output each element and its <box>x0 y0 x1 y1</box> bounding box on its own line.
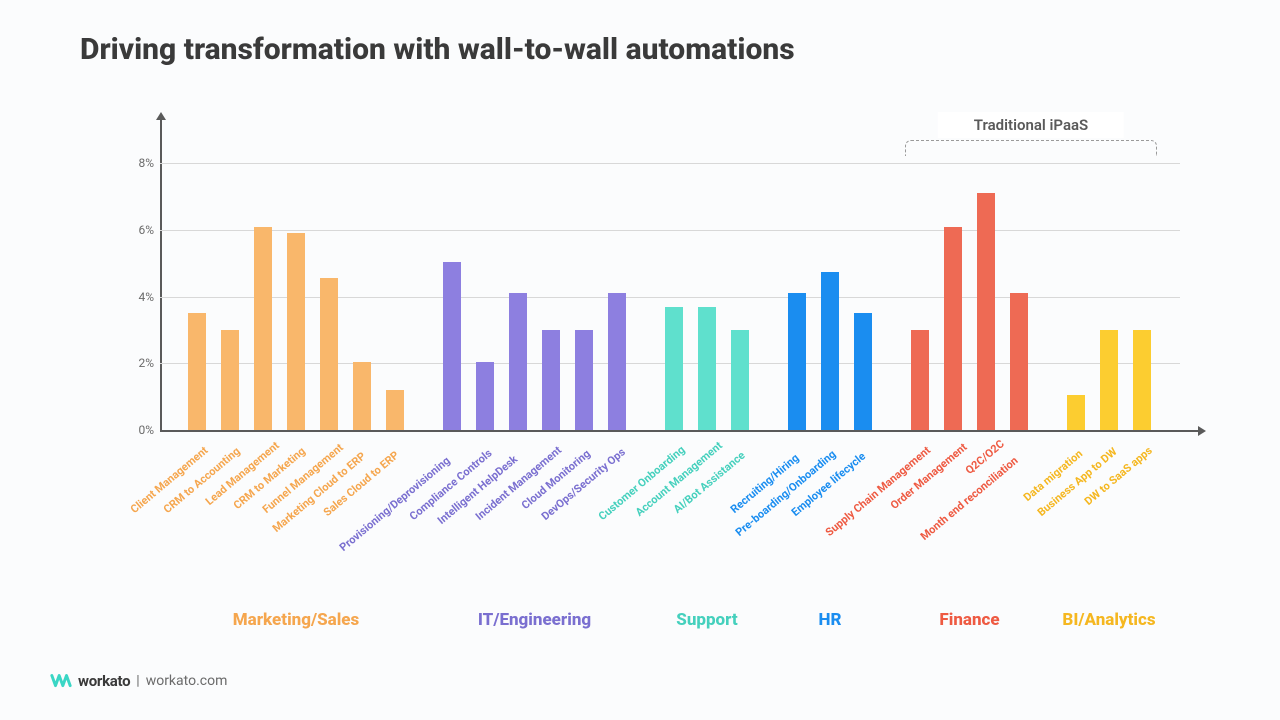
bar <box>254 227 272 430</box>
y-tick-label: 4% <box>120 290 154 304</box>
footer: workato | workato.com <box>50 672 227 690</box>
workato-logo-icon <box>50 672 72 690</box>
brand-name: workato <box>78 672 130 690</box>
bar <box>353 362 371 430</box>
y-tick-label: 6% <box>120 223 154 237</box>
bar <box>575 330 593 430</box>
bar <box>608 293 626 430</box>
bar <box>911 330 929 430</box>
bar <box>542 330 560 430</box>
footer-separator: | <box>136 673 139 689</box>
bar <box>665 307 683 430</box>
bar <box>287 233 305 430</box>
bar <box>854 313 872 430</box>
group-label: Finance <box>939 610 999 630</box>
bar <box>476 362 494 430</box>
group-label: Support <box>676 610 737 630</box>
bracket <box>905 140 1157 156</box>
bar <box>1010 293 1028 430</box>
bar <box>788 293 806 430</box>
group-label: IT/Engineering <box>478 610 591 630</box>
page-title: Driving transformation with wall-to-wall… <box>80 32 795 67</box>
bar <box>1133 330 1151 430</box>
x-axis <box>160 430 1200 432</box>
bar <box>698 307 716 430</box>
bar <box>977 193 995 430</box>
bar <box>1067 395 1085 430</box>
bar <box>731 330 749 430</box>
y-tick-label: 0% <box>120 423 154 437</box>
bar <box>188 313 206 430</box>
group-label: BI/Analytics <box>1062 610 1155 630</box>
bracket-label: Traditional iPaaS <box>938 112 1124 138</box>
bar <box>509 293 527 430</box>
bars-container: Client ManagementCRM to AccountingLead M… <box>180 130 1180 430</box>
x-axis-arrow-icon <box>1198 426 1206 436</box>
footer-site: workato.com <box>146 673 228 689</box>
y-tick-label: 8% <box>120 156 154 170</box>
y-tick-label: 2% <box>120 356 154 370</box>
bar <box>221 330 239 430</box>
group-label: Marketing/Sales <box>233 610 360 630</box>
bar <box>443 262 461 430</box>
bar <box>821 272 839 430</box>
bar <box>944 227 962 430</box>
bar <box>1100 330 1118 430</box>
y-axis-arrow-icon <box>156 112 166 120</box>
y-axis <box>160 118 162 430</box>
bar-chart: 0% 2% 4% 6% 8% Client ManagementCRM to Accou… <box>120 130 1200 460</box>
bar <box>386 390 404 430</box>
group-label: HR <box>819 610 842 630</box>
bar <box>320 278 338 430</box>
